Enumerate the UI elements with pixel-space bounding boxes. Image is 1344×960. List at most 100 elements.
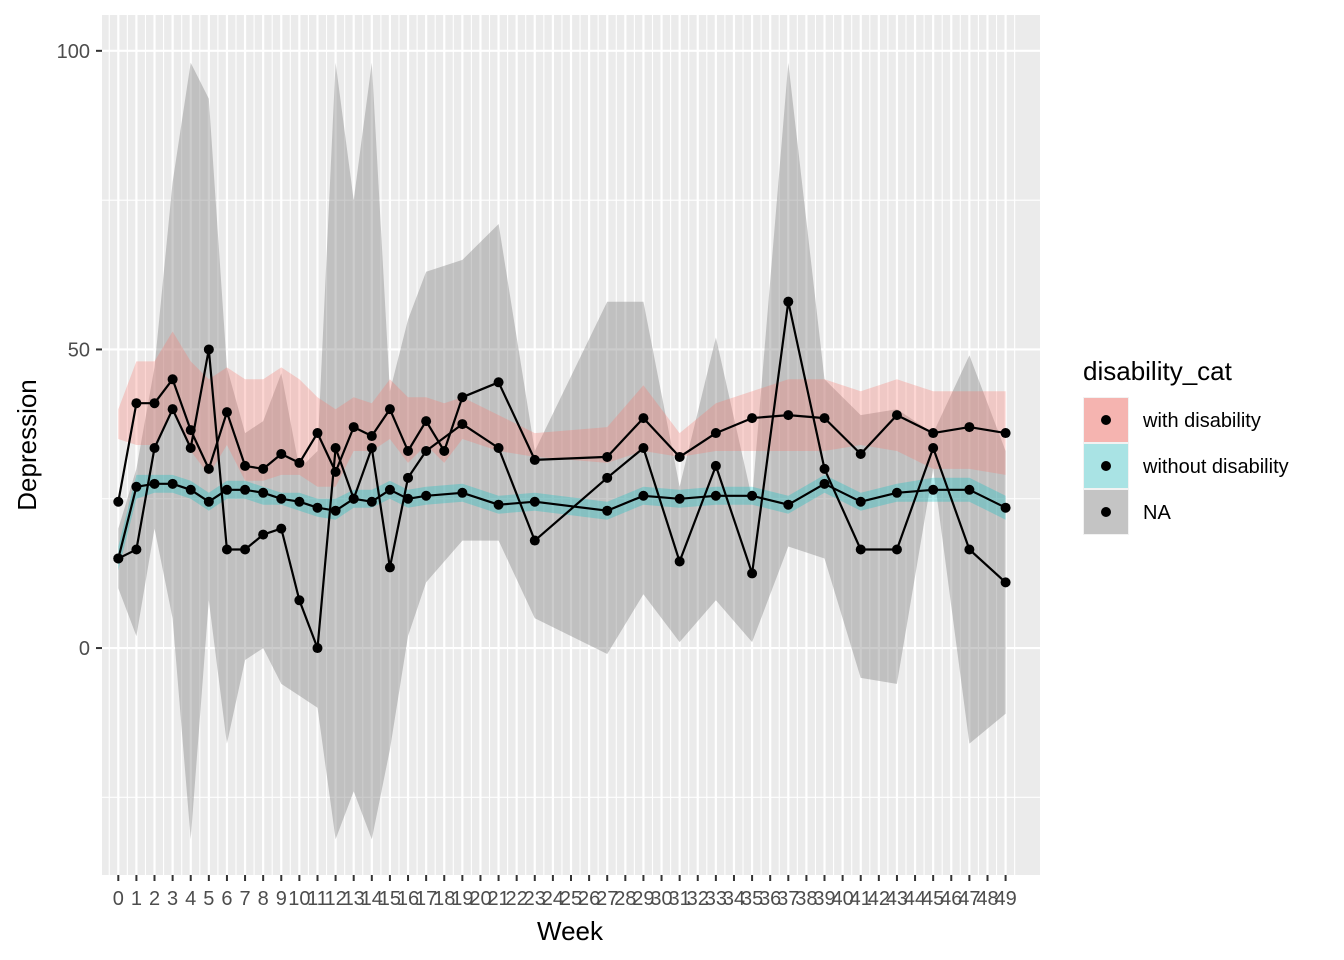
x-tick-label: 6 xyxy=(221,888,232,910)
legend-label-without-disability: without disability xyxy=(1142,456,1289,478)
y-axis-title: Depression xyxy=(12,379,42,511)
point-with-disability xyxy=(964,422,975,433)
x-tick-label: 36 xyxy=(759,888,781,910)
point-without-disability xyxy=(457,487,468,498)
point-with-disability xyxy=(493,377,504,388)
point-na xyxy=(493,442,504,453)
point-with-disability xyxy=(783,410,794,421)
x-tick-label: 20 xyxy=(469,888,491,910)
legend-label-with-disability: with disability xyxy=(1142,410,1261,432)
point-na xyxy=(131,544,142,555)
point-without-disability xyxy=(384,484,395,495)
x-tick-label: 24 xyxy=(542,888,564,910)
point-na xyxy=(149,442,160,453)
x-tick-label: 16 xyxy=(397,888,419,910)
x-tick-label: 9 xyxy=(276,888,287,910)
x-tick-label: 47 xyxy=(958,888,980,910)
x-tick-label: 22 xyxy=(506,888,528,910)
point-without-disability xyxy=(221,484,232,495)
point-na xyxy=(928,442,939,453)
point-na xyxy=(330,442,341,453)
point-na xyxy=(674,556,685,567)
point-without-disability xyxy=(421,490,432,501)
x-tick-label: 28 xyxy=(614,888,636,910)
x-tick-label: 33 xyxy=(705,888,727,910)
point-na xyxy=(819,463,830,474)
x-tick-label: 35 xyxy=(741,888,763,910)
point-without-disability xyxy=(1000,502,1011,513)
point-without-disability xyxy=(891,487,902,498)
x-tick-label: 18 xyxy=(433,888,455,910)
point-with-disability xyxy=(113,496,124,507)
point-without-disability xyxy=(710,490,721,501)
point-with-disability xyxy=(312,428,323,439)
point-with-disability xyxy=(747,413,758,424)
point-na xyxy=(294,595,305,606)
point-without-disability xyxy=(819,478,830,489)
x-tick-label: 10 xyxy=(288,888,310,910)
point-with-disability xyxy=(330,466,341,477)
point-without-disability xyxy=(294,496,305,507)
point-with-disability xyxy=(529,454,540,465)
point-na xyxy=(384,562,395,573)
point-na xyxy=(203,344,214,355)
x-tick-label: 27 xyxy=(596,888,618,910)
point-without-disability xyxy=(403,493,414,504)
point-with-disability xyxy=(366,431,377,442)
x-tick-label: 40 xyxy=(831,888,853,910)
point-na xyxy=(1000,577,1011,588)
point-with-disability xyxy=(258,463,269,474)
x-tick-label: 2 xyxy=(149,888,160,910)
x-tick-label: 5 xyxy=(203,888,214,910)
x-tick-label: 39 xyxy=(813,888,835,910)
point-without-disability xyxy=(964,484,975,495)
point-na xyxy=(855,544,866,555)
x-tick-label: 7 xyxy=(239,888,250,910)
x-tick-label: 17 xyxy=(415,888,437,910)
x-tick-label: 12 xyxy=(324,888,346,910)
ribbon-without-disability xyxy=(118,474,1006,571)
point-without-disability xyxy=(366,496,377,507)
x-tick-label: 3 xyxy=(167,888,178,910)
point-without-disability xyxy=(330,505,341,516)
point-with-disability xyxy=(891,410,902,421)
x-tick-label: 29 xyxy=(632,888,654,910)
point-na xyxy=(240,544,251,555)
point-with-disability xyxy=(439,445,450,456)
point-without-disability xyxy=(258,487,269,498)
x-tick-label: 4 xyxy=(185,888,196,910)
x-tick-label: 13 xyxy=(343,888,365,910)
point-without-disability xyxy=(276,493,287,504)
point-with-disability xyxy=(348,422,359,433)
y-tick-label: 100 xyxy=(57,41,90,63)
x-tick-label: 43 xyxy=(886,888,908,910)
x-tick-label: 46 xyxy=(940,888,962,910)
point-without-disability xyxy=(149,478,160,489)
point-with-disability xyxy=(602,451,613,462)
point-na xyxy=(747,568,758,579)
point-without-disability xyxy=(638,490,649,501)
point-with-disability xyxy=(384,404,395,415)
point-without-disability xyxy=(602,505,613,516)
point-with-disability xyxy=(149,398,160,409)
point-without-disability xyxy=(312,502,323,513)
point-na xyxy=(167,404,178,415)
point-na xyxy=(891,544,902,555)
x-tick-label: 38 xyxy=(795,888,817,910)
point-na xyxy=(529,535,540,546)
point-na xyxy=(638,442,649,453)
x-tick-label: 34 xyxy=(723,888,745,910)
point-na xyxy=(783,296,794,307)
point-with-disability xyxy=(131,398,142,409)
y-tick-label: 50 xyxy=(68,339,90,361)
x-tick-label: 1 xyxy=(131,888,142,910)
point-without-disability xyxy=(747,490,758,501)
point-with-disability xyxy=(240,460,251,471)
point-with-disability xyxy=(638,413,649,424)
point-without-disability xyxy=(928,484,939,495)
point-without-disability xyxy=(855,496,866,507)
x-tick-label: 26 xyxy=(578,888,600,910)
point-na xyxy=(276,523,287,534)
x-tick-label: 41 xyxy=(850,888,872,910)
